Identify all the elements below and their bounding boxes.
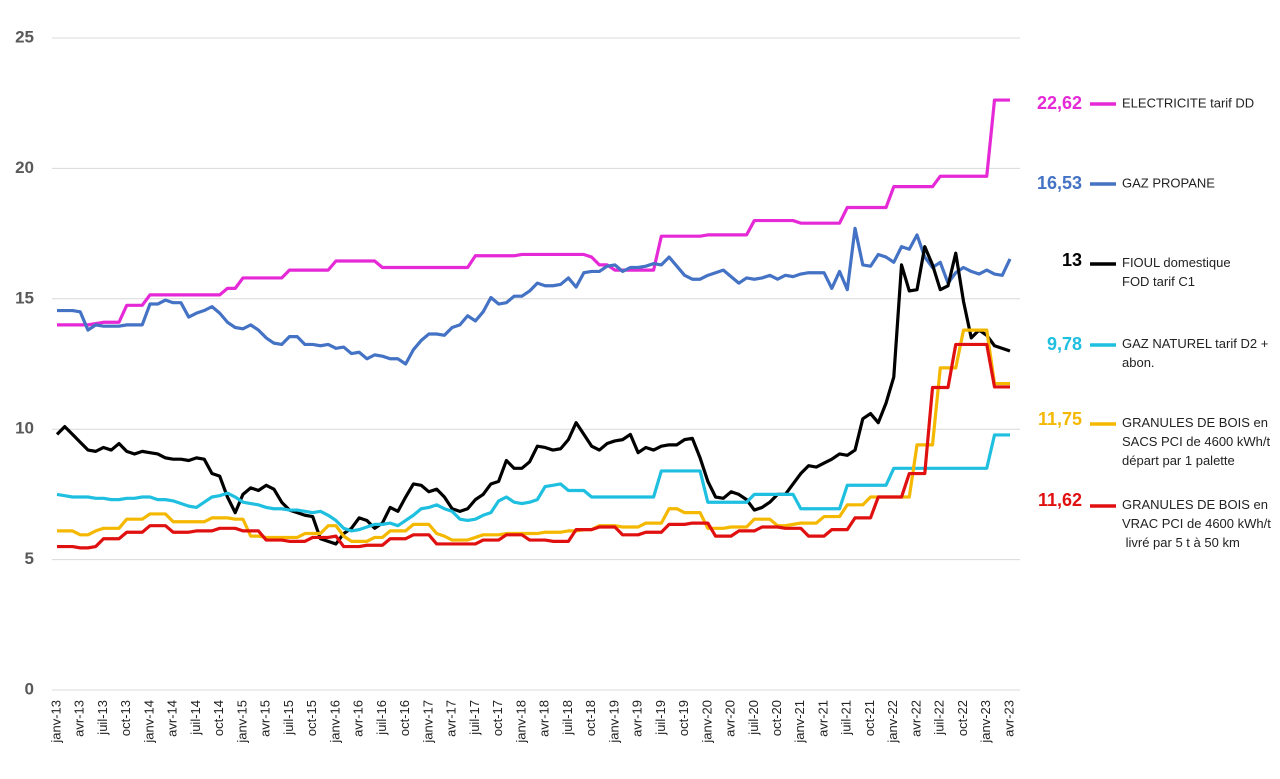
legend-label-line: départ par 1 palette <box>1122 453 1235 468</box>
end-value-label: 11,62 <box>1038 490 1082 510</box>
series-line <box>57 328 1010 543</box>
x-tick-label: oct-21 <box>862 700 877 736</box>
x-tick-label: janv-20 <box>699 700 714 744</box>
x-tick-label: janv-22 <box>885 700 900 744</box>
x-tick-label: oct-17 <box>490 700 505 736</box>
x-tick-label: avr-18 <box>537 700 552 737</box>
legend-label-line: abon. <box>1122 355 1155 370</box>
x-tick-label: avr-15 <box>258 700 273 737</box>
x-tick-label: avr-14 <box>165 700 180 737</box>
x-tick-label: juil-19 <box>653 700 668 736</box>
legend-label: GRANULES DE BOIS en VRAC PCI de 4600 kWh/… <box>1122 497 1271 550</box>
legend-label: GRANULES DE BOIS en SACS PCI de 4600 kWh/… <box>1122 415 1271 468</box>
x-tick-label: juil-21 <box>839 700 854 736</box>
x-tick-label: juil-18 <box>560 700 575 736</box>
series-line <box>56 433 1010 533</box>
x-tick-label: juil-13 <box>95 700 110 736</box>
x-tick-label: avr-21 <box>815 700 830 737</box>
legend-label-line: FOD tarif C1 <box>1122 274 1195 289</box>
x-tick-label: juil-16 <box>374 700 389 736</box>
x-tick-label: oct-16 <box>397 700 412 736</box>
x-tick-label: juil-15 <box>281 700 296 736</box>
x-tick-label: janv-15 <box>234 700 249 744</box>
series-line <box>57 342 1010 550</box>
x-tick-label: janv-16 <box>327 700 342 744</box>
x-tick-label: juil-17 <box>467 700 482 736</box>
legend-label-line: VRAC PCI de 4600 kWh/t <box>1122 516 1271 531</box>
series-line <box>55 245 1011 546</box>
x-tick-label: oct-19 <box>676 700 691 736</box>
end-value-label: 22,62 <box>1037 93 1082 113</box>
x-tick-label: juil-22 <box>932 700 947 736</box>
x-tick-label: janv-23 <box>978 700 993 744</box>
x-tick-label: oct-20 <box>769 700 784 736</box>
legend-label: ELECTRICITE tarif DD <box>1122 95 1254 110</box>
y-tick-label: 10 <box>15 419 34 438</box>
x-tick-label: juil-20 <box>746 700 761 736</box>
x-tick-label: avr-23 <box>1001 700 1016 737</box>
x-tick-label: janv-21 <box>792 700 807 744</box>
legend-label: FIOUL domestique FOD tarif C1 <box>1122 255 1231 289</box>
end-value-label: 16,53 <box>1037 173 1082 193</box>
x-tick-label: avr-22 <box>908 700 923 737</box>
end-value-label: 11,75 <box>1038 409 1082 429</box>
x-tick-label: avr-19 <box>630 700 645 737</box>
x-tick-label: juil-14 <box>188 700 203 736</box>
x-tick-label: oct-13 <box>118 700 133 736</box>
y-tick-label: 0 <box>25 679 34 698</box>
x-tick-label: janv-14 <box>141 700 156 744</box>
series-line <box>57 98 1010 327</box>
end-value-label: 9,78 <box>1047 334 1082 354</box>
x-tick-label: avr-17 <box>444 700 459 737</box>
legend-label: GAZ NATUREL tarif D2 + abon. <box>1122 336 1268 370</box>
legend-label-line: GRANULES DE BOIS en <box>1122 497 1268 512</box>
legend-label-line: SACS PCI de 4600 kWh/t <box>1122 434 1271 449</box>
x-tick-label: janv-19 <box>606 700 621 744</box>
y-tick-label: 15 <box>15 288 34 307</box>
x-tick-label: oct-15 <box>304 700 319 736</box>
x-tick-label: oct-22 <box>955 700 970 736</box>
x-tick-label: avr-20 <box>723 700 738 737</box>
y-tick-label: 20 <box>15 158 34 177</box>
x-tick-label: oct-14 <box>211 700 226 736</box>
x-tick-label: janv-17 <box>420 700 435 744</box>
series-line <box>57 226 1012 366</box>
end-value-label: 13 <box>1062 250 1082 270</box>
legend-label-line: GAZ NATUREL tarif D2 + <box>1122 336 1268 351</box>
y-tick-label: 25 <box>15 27 34 46</box>
x-tick-label: avr-16 <box>351 700 366 737</box>
legend-label-line: livré par 5 t à 50 km <box>1122 535 1240 550</box>
y-tick-label: 5 <box>25 549 34 568</box>
x-tick-label: janv-18 <box>513 700 528 744</box>
x-tick-label: avr-13 <box>72 700 87 737</box>
x-tick-label: oct-18 <box>583 700 598 736</box>
legend-label: GAZ PROPANE <box>1122 175 1215 190</box>
legend-label-line: FIOUL domestique <box>1122 255 1231 270</box>
legend-label-line: GRANULES DE BOIS en <box>1122 415 1268 430</box>
x-tick-label: janv-13 <box>48 700 63 744</box>
